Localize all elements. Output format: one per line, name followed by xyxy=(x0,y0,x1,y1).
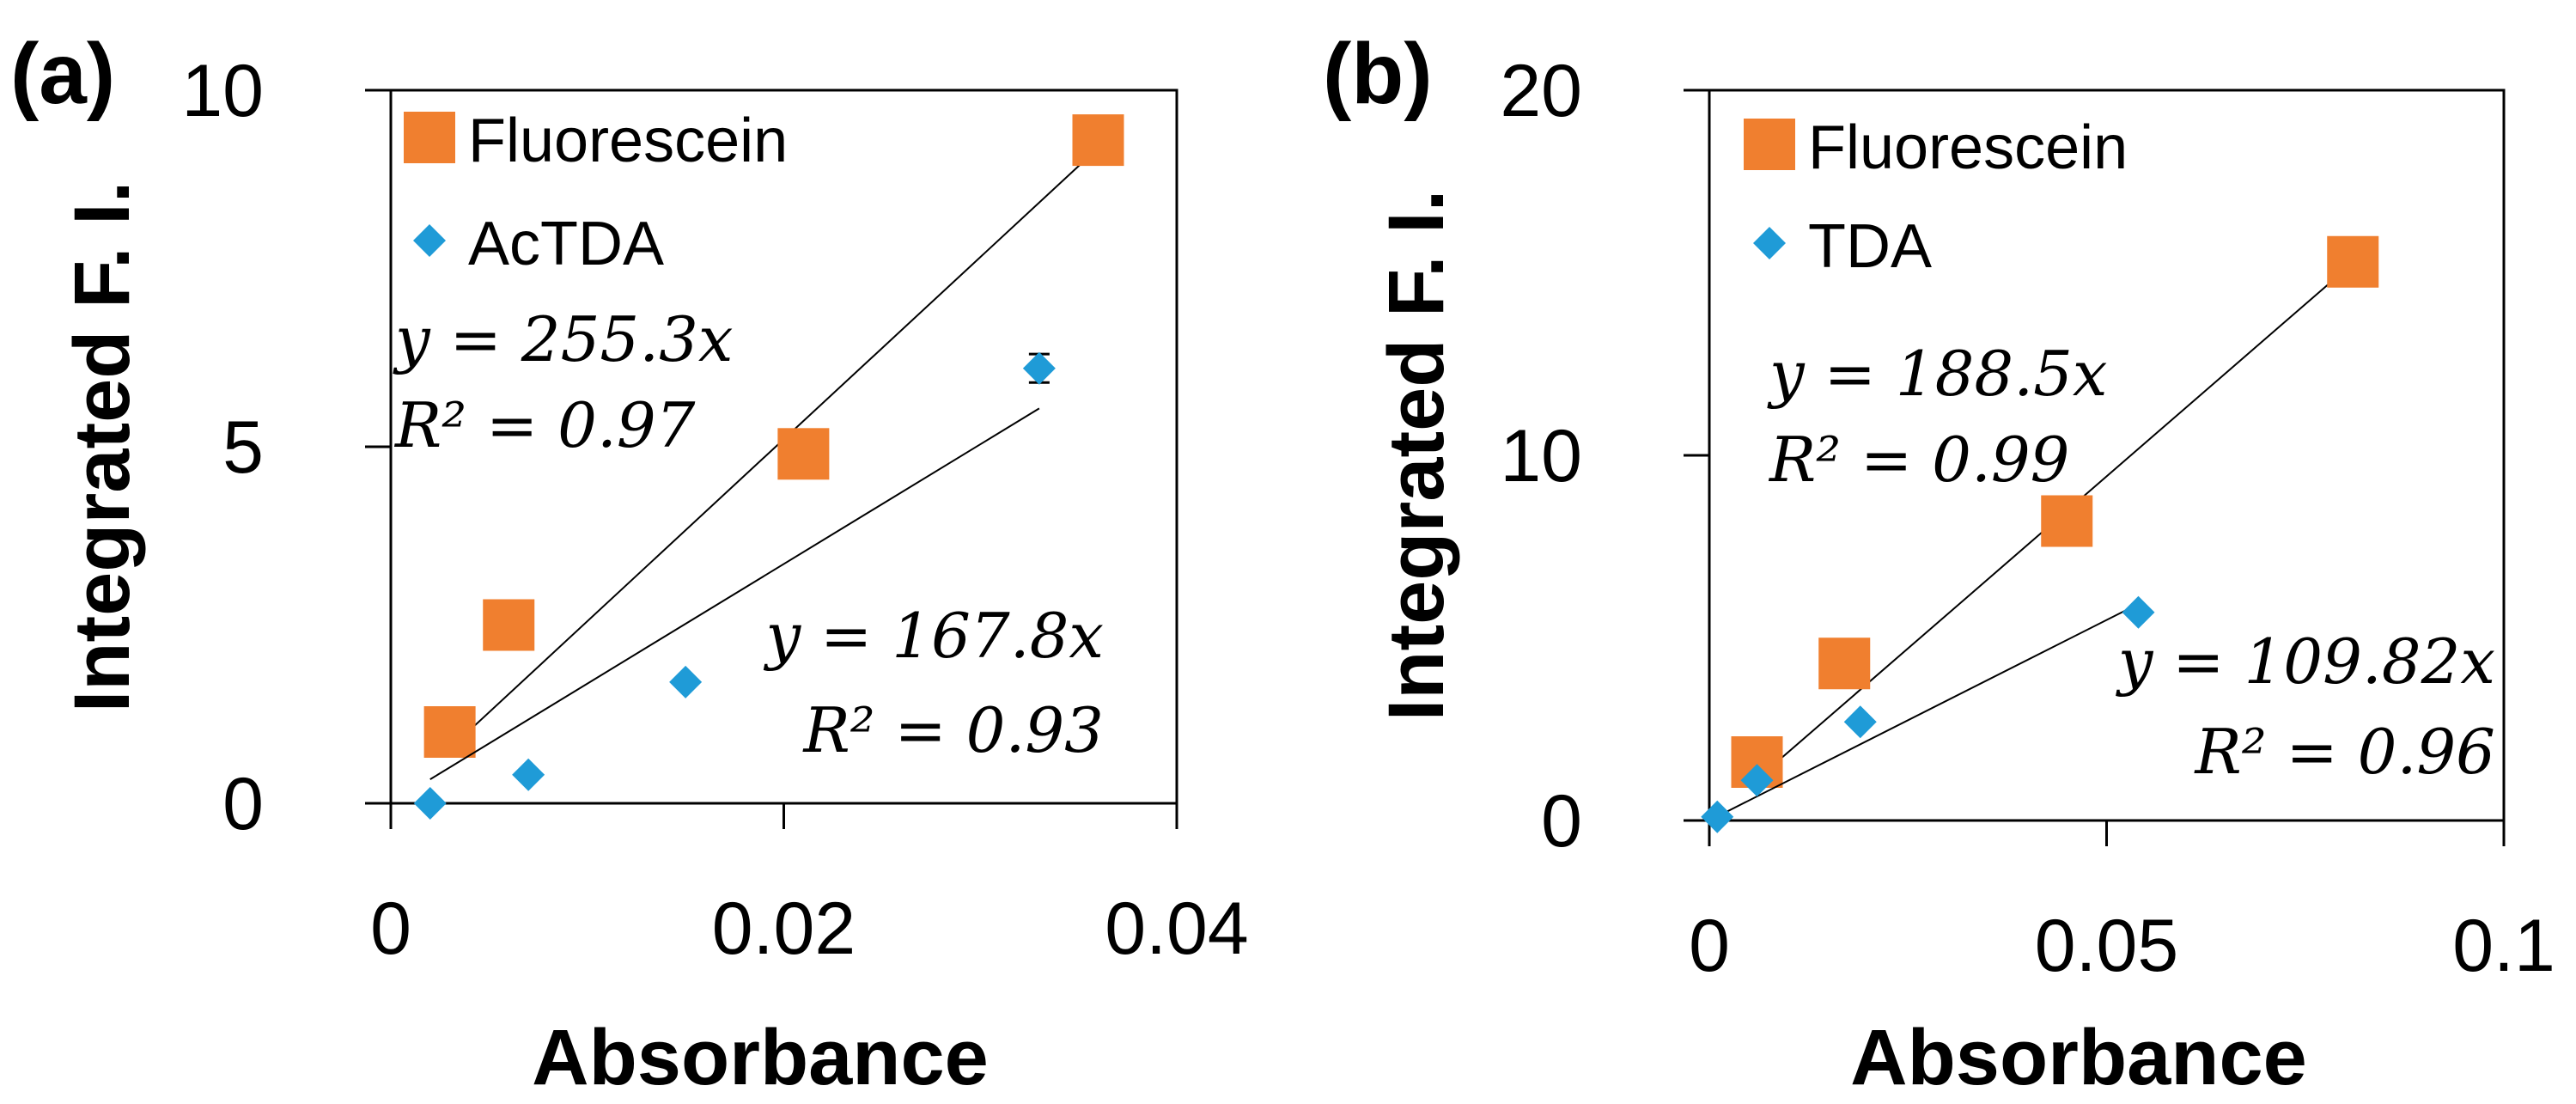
data-point-fluorescein xyxy=(2041,495,2093,547)
data-point-fluorescein xyxy=(1072,114,1124,167)
data-point-fluorescein xyxy=(423,706,476,758)
y-tick-label: 20 xyxy=(1500,50,1582,132)
panel-label: (b) xyxy=(1323,26,1433,122)
x-tick-label: 0.04 xyxy=(1105,887,1248,970)
chart-panel-b: 0 10 20 0 0.05 0.1 Absorbance Integrated F. I. (… xyxy=(1323,26,2555,1101)
panel-label: (a) xyxy=(10,26,115,122)
data-point-actda xyxy=(1022,351,1056,385)
fit-r-squared-tda: R² = 0.96 xyxy=(2194,716,2496,788)
legend-label-fluorescein: Fluorescein xyxy=(468,107,788,175)
x-tick-label: 0.05 xyxy=(2035,905,2178,987)
legend-marker-tda xyxy=(1753,227,1786,259)
fit-equation-tda: y = 109.82x xyxy=(2116,625,2495,698)
x-tick-label: 0 xyxy=(1689,905,1730,987)
x-tick-label: 0 xyxy=(370,887,411,970)
legend-label-fluorescein: Fluorescein xyxy=(1808,113,2128,182)
data-point-fluorescein xyxy=(1818,637,1871,690)
legend-label-actda: AcTDA xyxy=(468,210,664,278)
fit-r-squared-fluorescein: R² = 0.97 xyxy=(393,389,696,461)
data-point-fluorescein xyxy=(2327,235,2379,288)
data-point-actda xyxy=(413,787,447,820)
legend-marker-fluorescein xyxy=(1744,119,1795,170)
x-axis-title: Absorbance xyxy=(1850,1014,2307,1101)
data-point-tda xyxy=(1701,800,1734,833)
fit-equation-fluorescein: y = 188.5x xyxy=(1767,338,2108,410)
y-tick-label: 10 xyxy=(181,50,264,132)
fit-line-fluorescein xyxy=(448,147,1099,750)
x-tick-label: 0.02 xyxy=(712,887,856,970)
legend-label-tda: TDA xyxy=(1808,212,1932,281)
x-tick-label: 0.1 xyxy=(2452,905,2555,987)
fit-line-actda xyxy=(429,407,1040,780)
legend-marker-actda xyxy=(413,224,446,257)
data-point-fluorescein xyxy=(483,599,535,651)
data-point-actda xyxy=(512,758,545,791)
data-point-tda xyxy=(1843,705,1877,739)
legend-marker-fluorescein xyxy=(404,112,455,163)
data-point-fluorescein xyxy=(777,428,830,480)
y-tick-label: 5 xyxy=(222,406,264,489)
fit-line-tda xyxy=(1716,603,2139,818)
data-point-tda xyxy=(2122,595,2155,629)
y-tick-label: 0 xyxy=(222,763,264,845)
y-tick-label: 10 xyxy=(1500,415,1582,497)
data-point-actda xyxy=(669,665,703,698)
x-axis-title: Absorbance xyxy=(532,1014,989,1101)
fit-equation-fluorescein: y = 255.3x xyxy=(393,303,734,375)
fit-equation-actda: y = 167.8x xyxy=(763,600,1104,672)
fit-r-squared-fluorescein: R² = 0.99 xyxy=(1768,424,2070,496)
y-tick-label: 0 xyxy=(1541,780,1582,863)
y-axis-title: Integrated F. I. xyxy=(58,181,146,713)
chart-panel-a: 0 5 10 0 0.02 0.04 Absorbance Integrated F. I. (… xyxy=(10,26,1249,1101)
y-axis-title: Integrated F. I. xyxy=(1373,190,1460,722)
data-point-tda xyxy=(1740,764,1774,797)
fit-r-squared-actda: R² = 0.93 xyxy=(802,694,1105,766)
